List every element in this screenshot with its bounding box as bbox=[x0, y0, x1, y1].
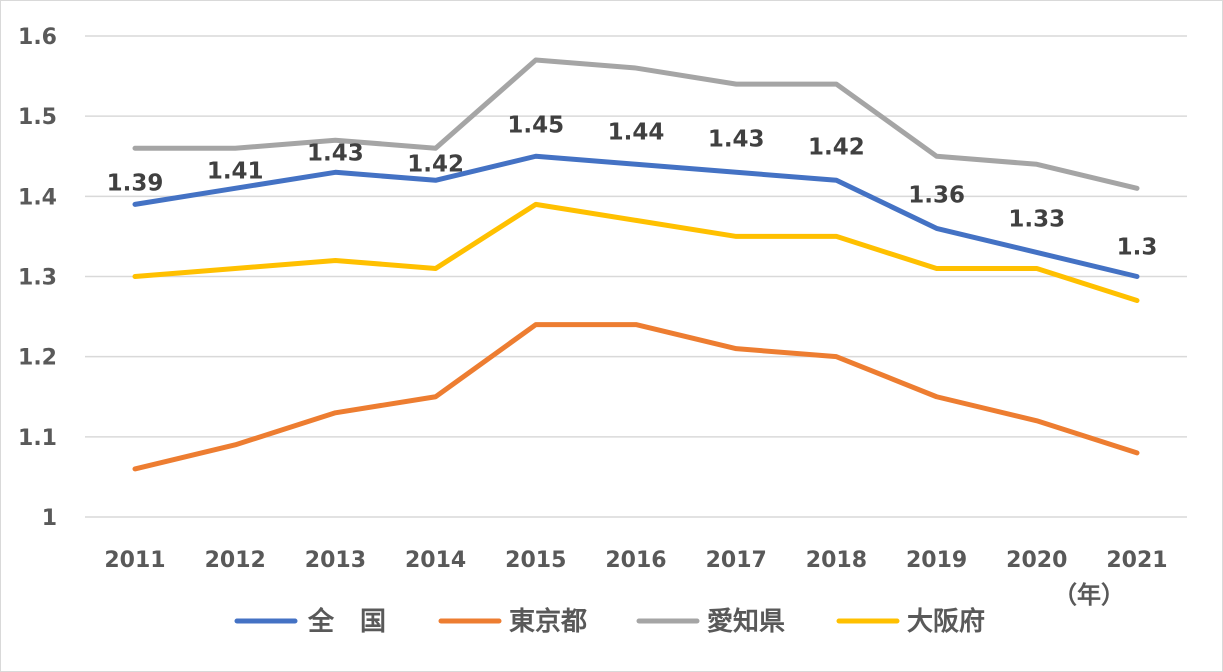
legend-label-3: 大阪府 bbox=[907, 606, 985, 637]
x-tick-label: 2019 bbox=[906, 548, 967, 573]
data-label: 1.44 bbox=[608, 119, 665, 145]
x-tick-label: 2011 bbox=[104, 548, 165, 573]
x-tick-label: 2017 bbox=[706, 548, 767, 573]
x-tick-label: 2013 bbox=[305, 548, 366, 573]
x-tick-label: 2021 bbox=[1106, 548, 1167, 573]
data-label: 1.39 bbox=[107, 170, 164, 196]
x-axis-unit-label: （年） bbox=[1053, 581, 1125, 609]
y-tick-label: 1.2 bbox=[18, 346, 57, 371]
y-tick-label: 1.1 bbox=[18, 426, 57, 451]
x-tick-label: 2015 bbox=[505, 548, 566, 573]
data-label: 1.42 bbox=[808, 134, 865, 160]
series-line-3 bbox=[132, 201, 1140, 304]
gridlines bbox=[85, 35, 1187, 518]
data-label: 1.43 bbox=[307, 140, 364, 166]
y-tick-label: 1 bbox=[42, 506, 57, 531]
y-tick-label: 1.4 bbox=[18, 185, 57, 210]
data-label: 1.45 bbox=[507, 112, 564, 138]
legend-label-0: 全 国 bbox=[307, 606, 386, 637]
data-label: 1.43 bbox=[708, 126, 765, 152]
y-tick-label: 1.3 bbox=[18, 266, 57, 291]
axis-tick-labels: 1 1.1 1.2 1.3 1.4 1.5 1.6 2011 2012 2013 2014 2015 2… bbox=[18, 25, 1168, 573]
series-lines bbox=[132, 57, 1140, 472]
legend: 全 国 東京都 愛知県 大阪府 bbox=[234, 606, 985, 637]
x-tick-label: 2016 bbox=[605, 548, 666, 573]
data-labels: 1.39 1.41 1.43 1.42 1.45 1.44 1.43 1.42 1.36 1.33… bbox=[107, 112, 1158, 260]
data-label: 1.3 bbox=[1117, 235, 1158, 261]
x-tick-label: 2018 bbox=[806, 548, 867, 573]
x-tick-label: 2014 bbox=[405, 548, 466, 573]
data-label: 1.42 bbox=[407, 151, 464, 177]
data-label: 1.41 bbox=[207, 158, 264, 184]
series-line-0 bbox=[132, 153, 1140, 279]
legend-label-1: 東京都 bbox=[509, 606, 587, 637]
x-tick-label: 2020 bbox=[1006, 548, 1067, 573]
series-line-2 bbox=[132, 57, 1140, 191]
series-line-1 bbox=[132, 322, 1140, 472]
legend-label-2: 愛知県 bbox=[707, 607, 785, 637]
y-tick-label: 1.6 bbox=[18, 25, 57, 50]
data-label: 1.36 bbox=[908, 182, 965, 208]
y-tick-label: 1.5 bbox=[18, 105, 57, 130]
data-label: 1.33 bbox=[1008, 206, 1065, 232]
x-tick-label: 2012 bbox=[205, 548, 266, 573]
